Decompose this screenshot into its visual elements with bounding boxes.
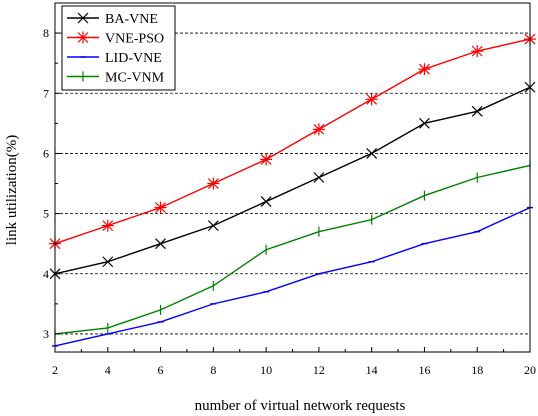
data-point-vne-pso [365,93,378,106]
x-tick-label-4: 4 [105,363,111,377]
x-tick-label-10: 10 [260,363,272,377]
data-point-vne-pso [101,219,114,232]
x-tick-label-12: 12 [313,363,325,377]
data-point-vne-pso [471,45,484,58]
y-tick-label-8: 8 [43,26,49,40]
series-line-ba-vne [54,86,531,275]
y-tick-label-5: 5 [43,207,49,221]
series-line-lid-vne [54,206,531,347]
series-layer [49,33,536,347]
legend-label-ba-vne: BA-VNE [105,12,158,27]
x-axis-title: number of virtual network requests [195,398,406,414]
tick-layer: 3 4 5 6 7 8 2 4 6 8 10 12 14 16 18 20 [43,26,536,377]
x-tick-label-2: 2 [52,363,58,377]
legend-label-mc-vnm: MC-VNM [105,71,165,86]
data-point-ba-vne [102,256,114,268]
data-point-vne-pso [418,63,431,76]
y-axis-title: link utilization(%) [4,135,20,245]
data-point-ba-vne [260,196,272,207]
series-line-mc-vnm [54,164,531,335]
data-point-ba-vne [471,105,483,117]
x-tick-label-16: 16 [418,363,430,377]
y-tick-label-4: 4 [43,267,49,281]
data-point-vne-pso [154,201,167,214]
series-line-vne-pso [54,38,531,245]
legend-marker-vne-pso [77,31,89,44]
data-point-ba-vne [313,172,325,183]
x-tick-label-8: 8 [210,363,216,377]
data-point-ba-vne [207,220,219,232]
legend-label-lid-vne: LID-VNE [105,51,162,66]
data-point-vne-pso [260,153,273,166]
legend-label-vne-pso: VNE-PSO [105,32,164,47]
y-tick-label-3: 3 [43,327,49,341]
y-tick-label-6: 6 [43,146,49,160]
data-point-ba-vne [155,238,166,250]
grid-layer [55,32,530,335]
x-tick-label-18: 18 [471,363,483,377]
data-point-vne-pso [207,177,220,190]
y-tick-label-7: 7 [43,86,49,100]
x-tick-label-6: 6 [158,363,164,377]
legend-marker-ba-vne [77,12,89,24]
x-tick-label-14: 14 [366,363,378,377]
data-point-ba-vne [419,117,430,129]
x-tick-label-20: 20 [524,363,536,377]
data-point-vne-pso [312,123,325,136]
data-point-ba-vne [366,148,378,159]
legend: BA-VNE VNE-PSO LID-VNE MC-VNM [61,5,176,91]
